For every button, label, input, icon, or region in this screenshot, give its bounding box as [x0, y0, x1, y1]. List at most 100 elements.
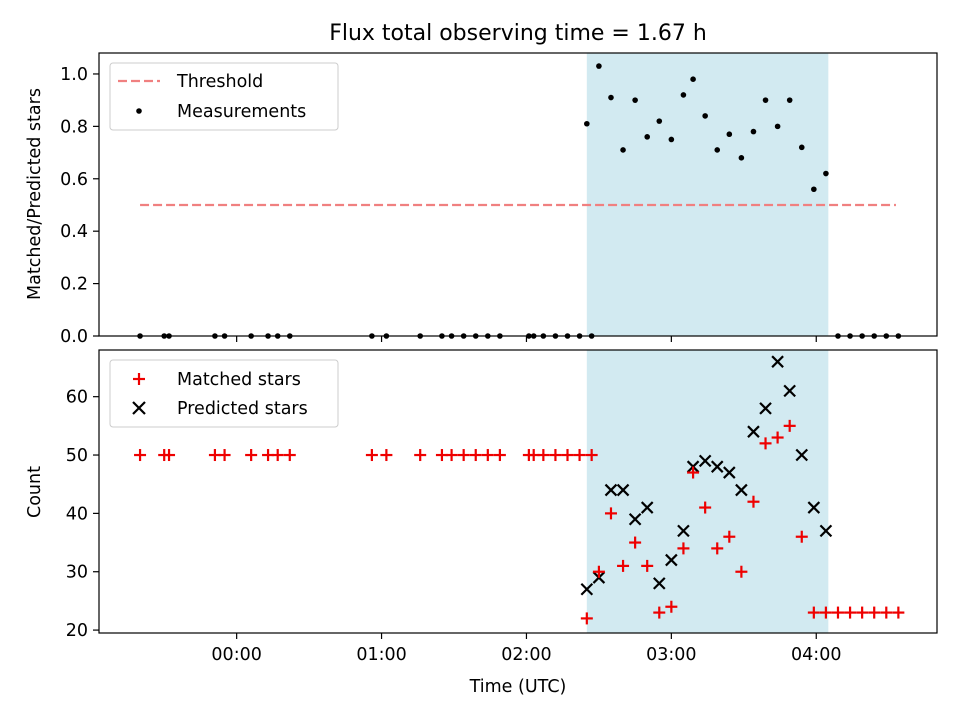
- top-y-axis-label: Matched/Predicted stars: [25, 88, 45, 300]
- measurement-point: [656, 118, 663, 124]
- predicted-stars-point: [580, 582, 594, 596]
- matched-stars-point: [844, 606, 857, 619]
- top-y-tick-label: 0.6: [60, 170, 88, 190]
- measurement-point: [823, 170, 829, 177]
- matched-stars-point: [759, 437, 772, 450]
- chart-title: Flux total observing time = 1.67 h: [329, 21, 707, 46]
- measurement-point: [774, 123, 781, 130]
- bottom-y-tick-label: 60: [66, 388, 88, 408]
- top-y-tick-label: 0.4: [60, 222, 88, 242]
- x-tick-label: 04:00: [791, 645, 841, 665]
- matched-stars-point: [163, 449, 176, 462]
- legend-matched-label: Matched stars: [177, 370, 301, 390]
- measurement-point: [584, 120, 590, 127]
- matched-stars-point: [892, 606, 905, 619]
- measurement-point: [811, 186, 817, 193]
- matched-stars-point: [819, 606, 832, 619]
- top-legend: Threshold Measurements: [109, 62, 339, 131]
- predicted-stars-point: [616, 483, 630, 497]
- measurement-point: [750, 128, 757, 135]
- predicted-stars-point: [771, 355, 784, 368]
- matched-stars-point: [677, 542, 690, 555]
- predicted-stars-point: [735, 483, 748, 497]
- matched-stars-point: [445, 449, 458, 462]
- predicted-stars-point: [723, 466, 736, 479]
- matched-stars-point: [711, 542, 724, 555]
- measurement-point: [726, 131, 733, 138]
- matched-stars-point: [573, 449, 586, 462]
- top-observing-window: [586, 53, 829, 336]
- measurement-point: [620, 147, 626, 153]
- predicted-stars-point: [698, 454, 712, 468]
- matched-stars-point: [481, 449, 494, 462]
- matched-stars-point: [271, 449, 284, 462]
- bottom-y-tick-label: 40: [66, 504, 88, 524]
- matched-stars-point: [414, 449, 427, 462]
- top-y-tick-label: 1.0: [60, 65, 88, 85]
- matched-stars-point: [457, 449, 470, 462]
- predicted-stars-point: [604, 483, 618, 497]
- matched-stars-point: [283, 449, 296, 462]
- matched-stars-point: [771, 431, 784, 444]
- measurement-point: [690, 76, 696, 83]
- bottom-y-axis-label: Count: [25, 466, 45, 518]
- matched-stars-point: [723, 530, 736, 543]
- bottom-y-tick-label: 20: [66, 621, 88, 641]
- top-y-tick-label: 0.0: [60, 327, 88, 347]
- predicted-stars-point: [783, 384, 796, 398]
- measurement-point: [798, 144, 805, 151]
- matched-stars-point: [585, 449, 598, 462]
- x-tick-label: 00:00: [211, 645, 261, 665]
- legend-predicted-swatch: [132, 401, 146, 415]
- legend-threshold-label: Threshold: [176, 72, 263, 92]
- measurement-point: [608, 94, 614, 101]
- matched-stars-point: [641, 559, 654, 572]
- matched-stars-point: [783, 419, 796, 432]
- predicted-stars-point: [677, 524, 690, 538]
- legend-predicted-label: Predicted stars: [177, 399, 308, 419]
- predicted-stars-point: [652, 577, 666, 590]
- predicted-stars-point: [819, 524, 833, 538]
- x-tick-label: 01:00: [356, 645, 406, 665]
- matched-stars-point: [795, 530, 808, 543]
- matched-stars-point: [653, 606, 666, 619]
- predicted-stars-point: [759, 402, 772, 415]
- matched-stars-point: [807, 606, 820, 619]
- bottom-axes-frame: [98, 349, 938, 634]
- predicted-stars-point: [640, 501, 654, 514]
- matched-stars-point: [831, 606, 844, 619]
- matched-stars-point: [735, 565, 748, 578]
- matched-stars-point: [868, 606, 881, 619]
- bottom-legend: Matched stars Predicted stars: [109, 359, 339, 428]
- top-axes-frame: [98, 52, 938, 337]
- predicted-stars-point: [710, 460, 724, 473]
- measurement-point: [596, 63, 602, 69]
- bottom-panel: 20 30 40 50 60 00:00 01:00 02:00 03:00 04:00 Cou…: [25, 349, 938, 697]
- matched-stars-point: [365, 449, 378, 462]
- predicted-stars-point: [747, 425, 760, 438]
- x-tick-label: 03:00: [646, 645, 696, 665]
- matched-stars-point: [699, 501, 712, 514]
- legend-matched-swatch: [133, 373, 145, 385]
- measurement-point: [702, 113, 708, 119]
- top-y-tick-label: 0.2: [60, 275, 88, 295]
- matched-stars-point: [537, 449, 550, 462]
- matched-stars-point: [245, 449, 258, 462]
- legend-measurements-swatch: [136, 108, 142, 114]
- measurement-point: [786, 97, 793, 103]
- measurement-point: [644, 134, 651, 140]
- bottom-y-tick-label: 30: [66, 563, 88, 583]
- matched-stars-point: [617, 559, 630, 572]
- matched-stars-point: [880, 606, 893, 619]
- measurement-point: [680, 92, 687, 98]
- matched-stars-point: [469, 449, 482, 462]
- matched-stars-point: [687, 466, 700, 479]
- top-panel: 0.0 0.2 0.4 0.6 0.8 1.0 Matched/Predicted sta…: [25, 52, 938, 347]
- top-y-tick-label: 0.8: [60, 117, 88, 137]
- matched-stars-point: [218, 449, 231, 462]
- matched-stars-point: [134, 449, 147, 462]
- bottom-legend-box: [109, 359, 339, 428]
- x-axis-label: Time (UTC): [469, 677, 567, 697]
- matched-stars-point: [856, 606, 869, 619]
- predicted-stars-point: [665, 553, 678, 567]
